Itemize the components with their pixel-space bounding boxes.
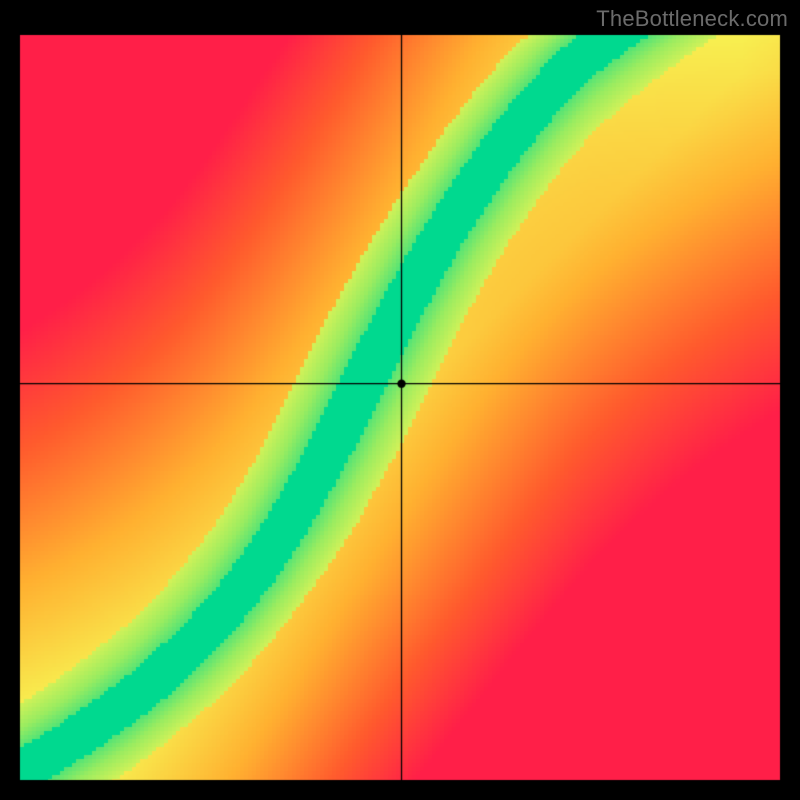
watermark-text: TheBottleneck.com <box>596 6 788 32</box>
chart-container: TheBottleneck.com <box>0 0 800 800</box>
bottleneck-heatmap <box>0 0 800 800</box>
